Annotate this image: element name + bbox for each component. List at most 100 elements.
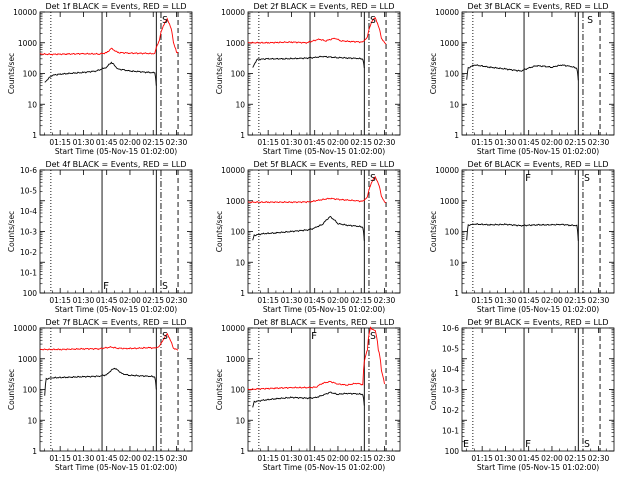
y-axis-label: Counts/sec xyxy=(7,53,16,94)
series-events xyxy=(252,55,365,69)
panel-6: Det 6f BLACK = Events, RED = LLD 1 10 100 10… xyxy=(429,160,615,314)
x-tick-label: 02:00 xyxy=(327,454,349,463)
x-tick-label: 02:15 xyxy=(350,296,372,305)
x-tick-label: 01:45 xyxy=(96,296,118,305)
x-tick-label: 02:30 xyxy=(588,454,610,463)
y-axis-label: Counts/sec xyxy=(7,211,16,252)
x-tick-label: 01:45 xyxy=(518,296,540,305)
x-tick-label: 01:30 xyxy=(495,138,517,147)
y-tick-label: 100 xyxy=(23,386,38,395)
y-tick-label: 100 xyxy=(445,447,460,456)
series-lld xyxy=(39,332,179,351)
x-tick-label: 02:00 xyxy=(119,296,141,305)
x-tick-label: 01:15 xyxy=(257,138,279,147)
x-tick-label: 01:30 xyxy=(495,296,517,305)
marker-label: S xyxy=(370,15,376,26)
y-tick-label: 10-5 xyxy=(442,345,459,354)
x-tick-label: 01:45 xyxy=(518,454,540,463)
y-tick-label: 10 xyxy=(27,416,37,425)
panel-title: Det 2f BLACK = Events, RED = LLD xyxy=(253,2,394,11)
y-tick-label: 10 xyxy=(449,100,459,109)
x-tick-label: 02:15 xyxy=(564,296,586,305)
y-tick-label: 1 xyxy=(32,447,37,456)
y-tick-label: 10-6 xyxy=(442,324,459,333)
x-tick-label: 02:30 xyxy=(374,454,396,463)
x-tick-label: 01:15 xyxy=(49,454,71,463)
y-tick-label: 10-4 xyxy=(442,365,459,374)
y-tick-label: 1 xyxy=(32,131,37,140)
panel-title: Det 7f BLACK = Events, RED = LLD xyxy=(45,318,186,327)
x-axis-label: Start Time (05-Nov-15 01:02:00) xyxy=(477,305,599,314)
y-tick-label: 1 xyxy=(454,131,459,140)
x-axis-label: Start Time (05-Nov-15 01:02:00) xyxy=(477,147,599,156)
y-tick-label: 10-2 xyxy=(442,406,459,415)
y-axis-label: Counts/sec xyxy=(429,369,438,410)
x-tick-label: 02:15 xyxy=(564,454,586,463)
y-tick-label: 10000 xyxy=(221,8,245,17)
x-tick-label: 01:30 xyxy=(495,454,517,463)
x-tick-label: 01:15 xyxy=(49,138,71,147)
marker-label: F xyxy=(525,439,531,450)
y-tick-label: 10-1 xyxy=(20,269,37,278)
y-tick-label: 1000 xyxy=(18,355,37,364)
panel-title: Det 4f BLACK = Events, RED = LLD xyxy=(45,160,186,169)
y-tick-label: 10000 xyxy=(435,166,459,175)
x-tick-label: 02:00 xyxy=(119,454,141,463)
series-events xyxy=(44,61,157,86)
panel-3: Det 3f BLACK = Events, RED = LLD 1 10 100 10… xyxy=(429,2,615,156)
plot-frame xyxy=(39,327,193,452)
y-tick-label: 10000 xyxy=(13,8,37,17)
series-events xyxy=(44,367,157,396)
x-tick-label: 02:00 xyxy=(327,138,349,147)
panel-title: Det 5f BLACK = Events, RED = LLD xyxy=(253,160,394,169)
x-tick-label: 01:30 xyxy=(281,296,303,305)
marker-label: E xyxy=(463,439,469,450)
y-tick-label: 1000 xyxy=(440,39,459,48)
x-axis-label: Start Time (05-Nov-15 01:02:00) xyxy=(263,463,385,472)
marker-label: S xyxy=(584,173,590,184)
plot-frame xyxy=(39,169,193,294)
x-tick-label: 01:15 xyxy=(471,454,493,463)
x-tick-label: 01:30 xyxy=(73,454,95,463)
marker-label: S xyxy=(587,15,593,26)
x-tick-label: 02:00 xyxy=(541,296,563,305)
x-tick-label: 01:15 xyxy=(471,138,493,147)
x-axis-label: Start Time (05-Nov-15 01:02:00) xyxy=(263,147,385,156)
x-tick-label: 01:45 xyxy=(304,454,326,463)
plot-frame xyxy=(247,11,401,136)
marker-label: F xyxy=(311,331,317,342)
x-tick-label: 01:15 xyxy=(257,296,279,305)
panel-1: Det 1f BLACK = Events, RED = LLD 1 10 100 10… xyxy=(7,2,193,156)
y-tick-label: 10-3 xyxy=(442,386,459,395)
series-lld xyxy=(247,326,385,391)
y-tick-label: 100 xyxy=(23,289,38,298)
x-tick-label: 02:30 xyxy=(166,454,188,463)
plot-frame xyxy=(247,169,401,294)
panel-4: Det 4f BLACK = Events, RED = LLD 10-6 10-5… xyxy=(7,160,193,314)
y-tick-label: 10-1 xyxy=(442,427,459,436)
x-tick-label: 01:15 xyxy=(257,454,279,463)
panel-8: Det 8f BLACK = Events, RED = LLD 1 10 100 10… xyxy=(215,318,401,472)
series-events xyxy=(252,391,365,408)
x-tick-label: 02:15 xyxy=(142,138,164,147)
y-axis-label: Counts/sec xyxy=(215,369,224,410)
x-tick-label: 02:30 xyxy=(374,138,396,147)
y-tick-label: 10000 xyxy=(221,324,245,333)
panel-title: Det 1f BLACK = Events, RED = LLD xyxy=(45,2,186,11)
y-tick-label: 100 xyxy=(231,386,246,395)
y-tick-label: 100 xyxy=(445,228,460,237)
x-tick-label: 02:30 xyxy=(166,296,188,305)
y-tick-label: 10-4 xyxy=(20,207,37,216)
y-tick-label: 10 xyxy=(235,258,245,267)
y-axis-label: Counts/sec xyxy=(7,369,16,410)
marker-label: S xyxy=(370,331,376,342)
marker-label: S xyxy=(370,173,376,184)
x-tick-label: 02:30 xyxy=(374,296,396,305)
series-lld xyxy=(39,17,179,56)
y-tick-label: 1000 xyxy=(226,355,245,364)
x-tick-label: 01:30 xyxy=(281,454,303,463)
marker-label: S xyxy=(162,281,168,292)
x-axis-label: Start Time (05-Nov-15 01:02:00) xyxy=(55,147,177,156)
y-tick-label: 10-6 xyxy=(20,166,37,175)
